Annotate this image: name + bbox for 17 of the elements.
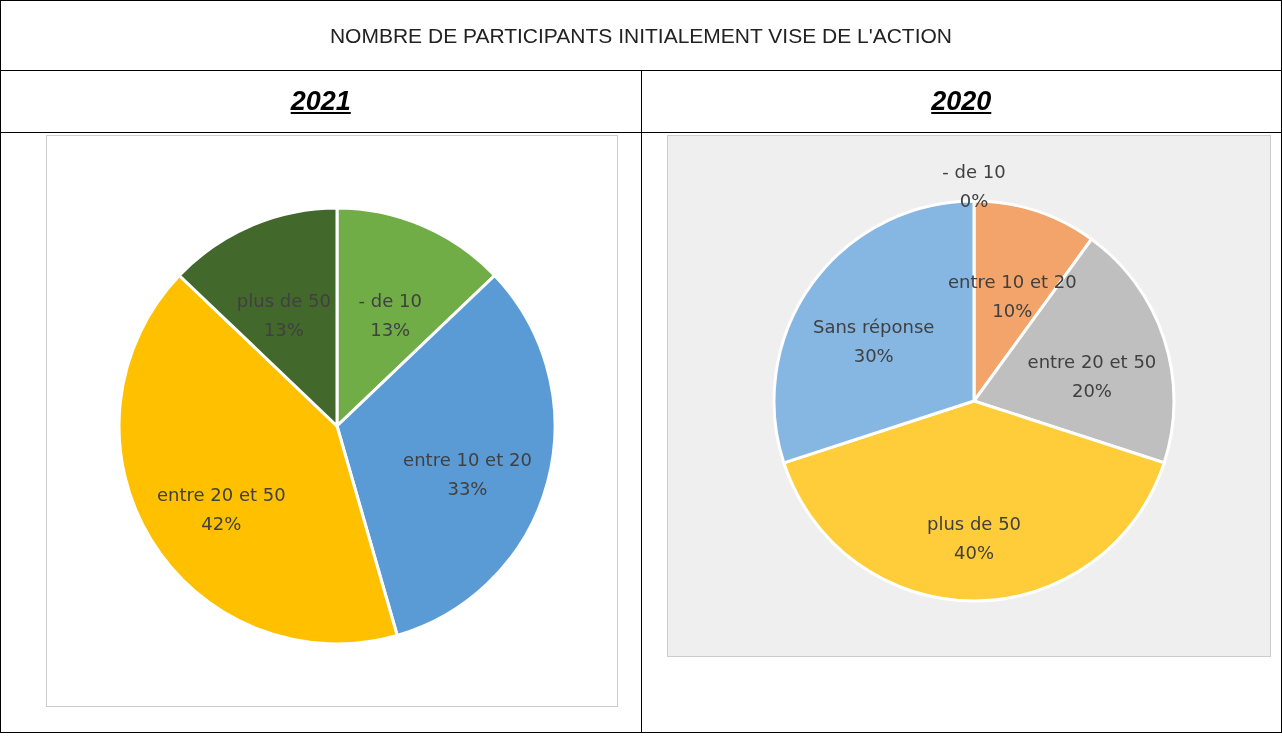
- text: NOMBRE DE PARTICIPANTS INITIALEMENT VISE DE L'ACTION: [0, 0, 1282, 71]
- slice-label: entre 20 et 50: [1027, 350, 1157, 372]
- data-label: 40%: [954, 542, 995, 563]
- data-label: 30%: [853, 345, 894, 367]
- slice-label: - de 10: [358, 289, 422, 311]
- slice-label: entre 20 et 50: [156, 483, 286, 505]
- data-label: 42%: [201, 512, 242, 534]
- data-label: 13%: [369, 318, 410, 340]
- slice-label: plus de 50: [927, 513, 1022, 534]
- slice-label: Sans réponse: [813, 316, 935, 338]
- data-label: 33%: [447, 478, 488, 500]
- slice-label: entre 10 et 20: [402, 449, 532, 471]
- data-label: 10%: [992, 300, 1033, 322]
- data-label: 20%: [1072, 379, 1113, 401]
- chart-title: 2020: [641, 70, 1282, 133]
- chart-title: 2021: [0, 70, 641, 133]
- category-label: - de 10: [942, 161, 1006, 182]
